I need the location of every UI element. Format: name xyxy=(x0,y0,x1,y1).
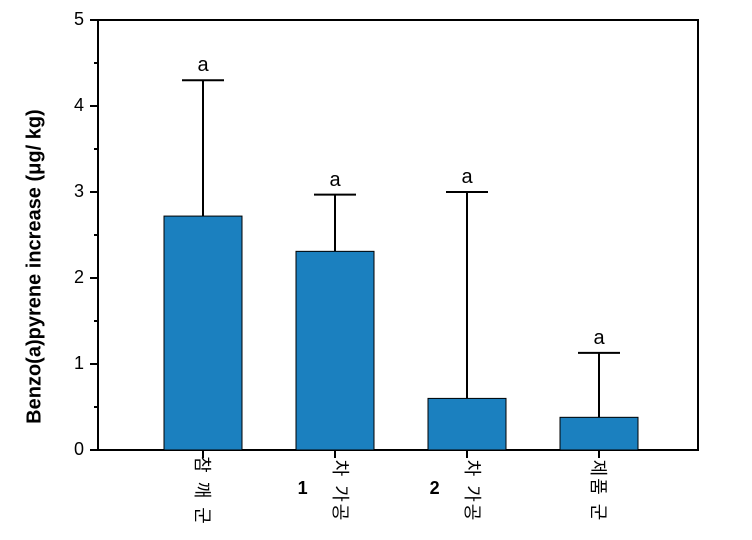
x-tick-label: 제품 군 xyxy=(568,478,631,504)
chart-container: Benzo(a)pyrene increase (μg/ kg) 012345a… xyxy=(0,0,752,540)
y-tick-label: 0 xyxy=(74,439,84,460)
x-tick-text: 차 가공 xyxy=(460,460,486,523)
x-tick-sup: 1 xyxy=(298,478,308,499)
y-tick-label: 5 xyxy=(74,9,84,30)
x-tick-label: 1차 가공 xyxy=(298,478,373,504)
x-tick-text: 제품 군 xyxy=(586,460,612,523)
x-tick-sup: 2 xyxy=(430,478,440,499)
x-tick-text: 참 깨 군 xyxy=(190,456,216,526)
x-tick-label: 2차 가공 xyxy=(430,478,505,504)
x-tick-text: 차 가공 xyxy=(328,460,354,523)
y-tick-label: 1 xyxy=(74,353,84,374)
y-tick-label: 2 xyxy=(74,267,84,288)
x-tick-label: 참 깨 군 xyxy=(168,478,238,504)
bar-chart-svg xyxy=(0,0,752,540)
y-tick-label: 4 xyxy=(74,95,84,116)
y-tick-label: 3 xyxy=(74,181,84,202)
